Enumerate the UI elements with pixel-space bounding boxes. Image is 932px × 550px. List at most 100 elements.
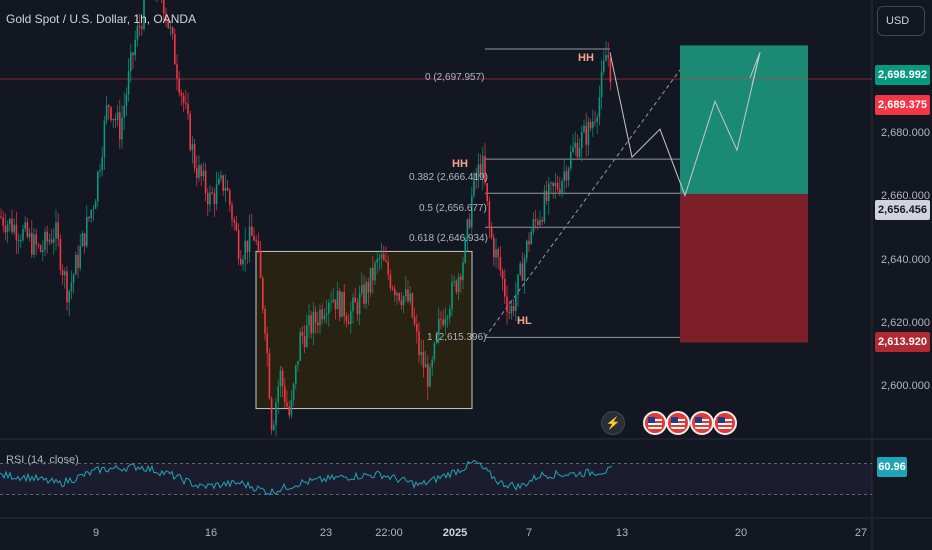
candle-body: [57, 222, 59, 240]
candle-body: [24, 222, 26, 229]
currency-button[interactable]: USD: [877, 6, 925, 36]
candle-body: [343, 291, 345, 316]
lightning-icon[interactable]: ⚡: [601, 411, 625, 435]
candle-body: [398, 293, 400, 301]
candle-body: [508, 311, 510, 314]
candle-body: [281, 370, 284, 387]
stop-price-tag: 2,613.920: [875, 332, 930, 352]
price-axis-label: 2,680.000: [881, 127, 930, 139]
high-price-tag: 2,698.992: [875, 65, 930, 85]
candle-body: [103, 120, 106, 158]
candle-body: [574, 142, 576, 148]
candle-body: [477, 164, 480, 179]
candle-body: [138, 25, 141, 27]
candle-body: [132, 52, 134, 56]
candle-body: [328, 302, 330, 314]
candle-body: [510, 305, 513, 314]
candle-body: [83, 233, 86, 246]
candle-body: [528, 240, 530, 245]
candle-body: [497, 249, 499, 258]
candle-body: [37, 244, 40, 246]
us-flag-icon[interactable]: [666, 411, 690, 435]
candle-body: [523, 258, 526, 281]
candle-body: [178, 78, 180, 93]
candle-body: [589, 122, 592, 129]
candle-body: [475, 173, 477, 179]
candle-body: [171, 27, 174, 34]
candle-body: [598, 96, 601, 118]
candle-body: [332, 299, 334, 302]
candle-body: [449, 309, 451, 318]
candle-body: [165, 13, 167, 20]
candle-body: [196, 168, 198, 178]
candle-body: [435, 333, 438, 343]
last-price-tag: 2,689.375: [875, 95, 930, 115]
candle-body: [189, 114, 191, 150]
us-flag-icon[interactable]: [690, 411, 714, 435]
candle-body: [75, 255, 77, 275]
candle-body: [453, 280, 455, 283]
candle-body: [26, 222, 29, 237]
stop-zone: [680, 193, 808, 343]
candle-body: [413, 316, 416, 325]
candle-body: [246, 240, 249, 253]
candle-body: [609, 57, 612, 83]
candle-body: [431, 359, 433, 368]
candle-body: [495, 249, 497, 258]
symbol-title[interactable]: Gold Spot / U.S. Dollar, 1h, OANDA: [6, 12, 197, 26]
candle-body: [207, 193, 209, 205]
candle-body: [446, 317, 449, 319]
candle-body: [119, 112, 121, 140]
candle-body: [259, 251, 262, 278]
candle-body: [167, 19, 169, 29]
time-axis-label: 27: [854, 527, 868, 539]
fib-level-label: 1 (2,615.396): [427, 332, 487, 343]
candle-body: [515, 294, 517, 311]
candle-body: [244, 240, 246, 260]
candle-body: [519, 263, 521, 275]
rsi-indicator-label[interactable]: RSI (14, close): [6, 454, 79, 466]
candle-body: [352, 297, 354, 312]
candle-body: [605, 55, 607, 62]
candle-body: [479, 164, 482, 177]
us-flag-icon[interactable]: [643, 411, 667, 435]
candle-body: [460, 276, 462, 280]
candle-body: [50, 239, 53, 243]
candle-body: [402, 296, 405, 306]
candle-body: [180, 92, 183, 96]
candle-body: [374, 262, 376, 281]
candle-body: [468, 219, 471, 228]
us-flag-icon[interactable]: [713, 411, 737, 435]
hh-annotation: HH: [452, 158, 468, 170]
candle-body: [163, 0, 165, 14]
candle-body: [418, 331, 420, 356]
fib-level-label: 0.5 (2,656.677): [419, 203, 487, 214]
candle-body: [174, 33, 176, 65]
candle-body: [358, 293, 361, 315]
candle-body: [600, 71, 603, 97]
candle-body: [286, 402, 288, 407]
candle-body: [270, 398, 273, 430]
rsi-band: [0, 463, 872, 495]
candle-body: [451, 282, 453, 310]
candle-body: [251, 226, 253, 236]
candle-body: [530, 231, 532, 245]
candle-body: [501, 270, 504, 279]
candle-body: [567, 168, 570, 181]
candle-body: [288, 406, 290, 416]
candle-body: [61, 269, 64, 276]
candle-body: [264, 309, 266, 334]
candle-body: [35, 234, 37, 245]
candle-body: [299, 332, 301, 361]
candle-body: [134, 39, 136, 56]
candle-body: [383, 254, 385, 261]
candle-body: [112, 118, 114, 120]
candle-body: [490, 226, 493, 238]
candle-body: [416, 324, 418, 332]
candle-body: [409, 293, 411, 302]
candle-body: [11, 218, 13, 233]
candle-body: [385, 260, 387, 262]
candle-body: [22, 228, 24, 240]
candle-body: [46, 231, 48, 242]
